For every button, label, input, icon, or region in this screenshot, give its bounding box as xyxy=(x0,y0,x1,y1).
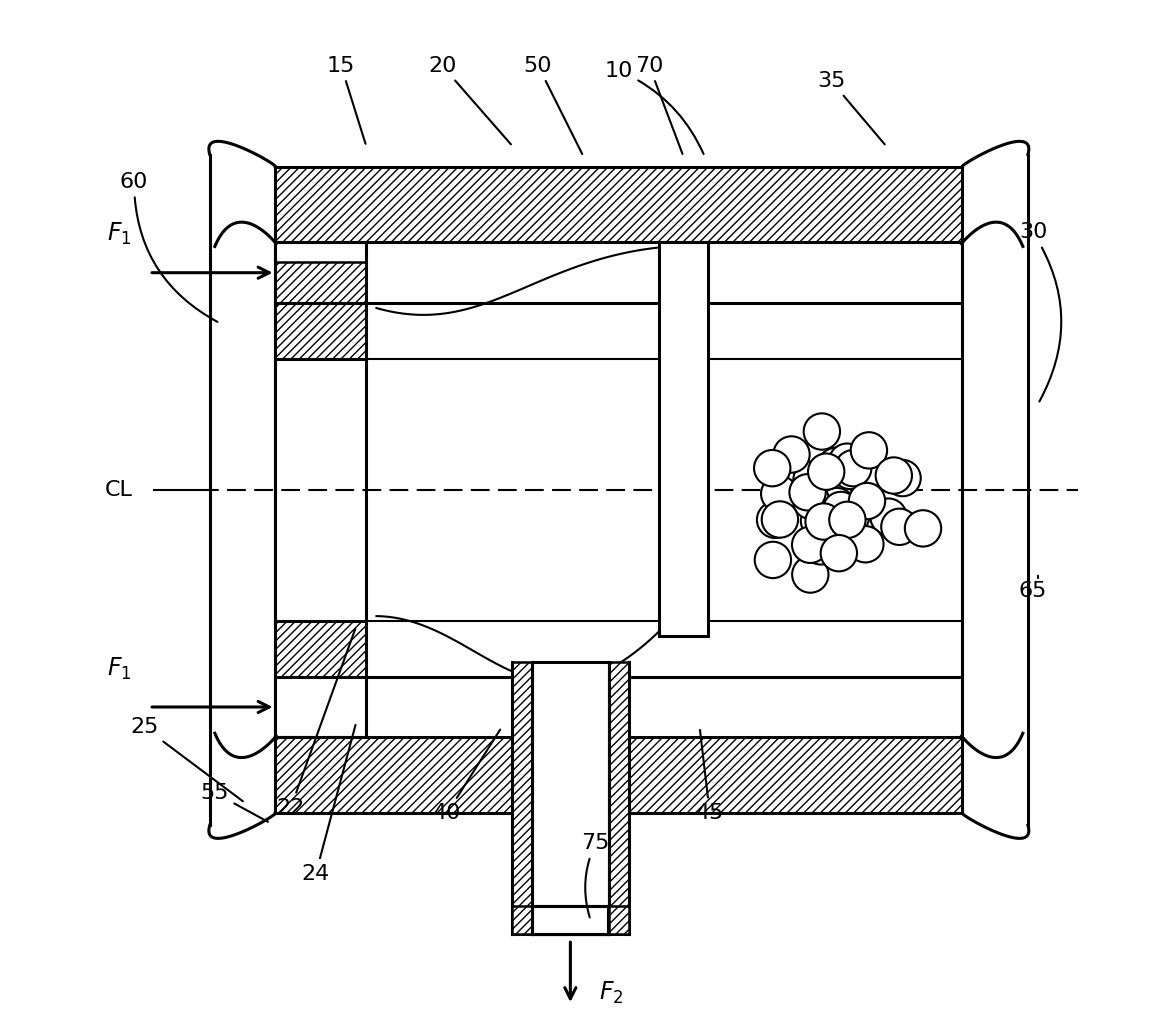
Text: $\mathit{F}_2$: $\mathit{F}_2$ xyxy=(599,980,623,1006)
Text: $\mathit{F}_1$: $\mathit{F}_1$ xyxy=(106,221,131,247)
Circle shape xyxy=(755,541,791,578)
Circle shape xyxy=(885,460,921,496)
Circle shape xyxy=(829,443,865,480)
Circle shape xyxy=(754,450,790,487)
Text: 45: 45 xyxy=(696,730,724,823)
Text: 20: 20 xyxy=(428,56,511,144)
Circle shape xyxy=(871,499,907,535)
Bar xyxy=(512,906,532,934)
Circle shape xyxy=(836,450,872,487)
Circle shape xyxy=(847,526,883,563)
Text: 35: 35 xyxy=(817,71,885,144)
Text: 75: 75 xyxy=(581,833,610,917)
Bar xyxy=(275,737,963,813)
Circle shape xyxy=(762,501,798,537)
Circle shape xyxy=(820,535,857,572)
Bar xyxy=(609,662,629,934)
Bar xyxy=(532,662,609,934)
Circle shape xyxy=(803,528,839,565)
Bar xyxy=(512,662,532,934)
Bar xyxy=(532,906,608,934)
Bar xyxy=(659,242,707,636)
Circle shape xyxy=(774,436,810,473)
Bar xyxy=(275,621,366,677)
Circle shape xyxy=(808,453,845,490)
Text: $\mathit{F}_1$: $\mathit{F}_1$ xyxy=(106,655,131,682)
Circle shape xyxy=(805,519,841,556)
Bar xyxy=(275,263,366,309)
Circle shape xyxy=(763,468,799,504)
Text: 50: 50 xyxy=(524,56,582,155)
Circle shape xyxy=(851,432,887,469)
Circle shape xyxy=(823,492,859,528)
Circle shape xyxy=(804,413,840,449)
Circle shape xyxy=(757,502,794,538)
Text: 25: 25 xyxy=(130,717,243,801)
Text: 30: 30 xyxy=(1019,222,1061,402)
Text: 60: 60 xyxy=(120,172,217,322)
Circle shape xyxy=(801,503,837,539)
Bar xyxy=(609,906,629,934)
Circle shape xyxy=(818,488,855,524)
Text: 70: 70 xyxy=(635,56,683,154)
Text: 15: 15 xyxy=(327,56,365,143)
Circle shape xyxy=(792,526,829,563)
Text: 24: 24 xyxy=(302,725,356,884)
Circle shape xyxy=(833,498,869,534)
Text: 40: 40 xyxy=(433,729,501,823)
Text: CL: CL xyxy=(105,480,133,500)
Circle shape xyxy=(826,519,862,556)
Circle shape xyxy=(789,474,826,510)
Circle shape xyxy=(830,502,866,538)
Circle shape xyxy=(761,476,797,512)
Text: 55: 55 xyxy=(201,783,268,822)
Circle shape xyxy=(794,462,830,498)
Circle shape xyxy=(825,493,861,529)
Text: 22: 22 xyxy=(277,629,355,818)
Circle shape xyxy=(805,503,841,539)
Circle shape xyxy=(904,510,942,546)
Text: 65: 65 xyxy=(1019,576,1047,601)
Circle shape xyxy=(832,452,868,489)
Bar xyxy=(275,303,366,359)
Circle shape xyxy=(818,447,854,484)
Circle shape xyxy=(792,557,829,593)
Circle shape xyxy=(848,483,885,519)
Circle shape xyxy=(881,509,917,545)
Bar xyxy=(275,167,963,242)
Text: 10: 10 xyxy=(605,61,704,154)
Circle shape xyxy=(792,483,830,519)
Circle shape xyxy=(875,458,911,494)
Circle shape xyxy=(817,492,853,528)
